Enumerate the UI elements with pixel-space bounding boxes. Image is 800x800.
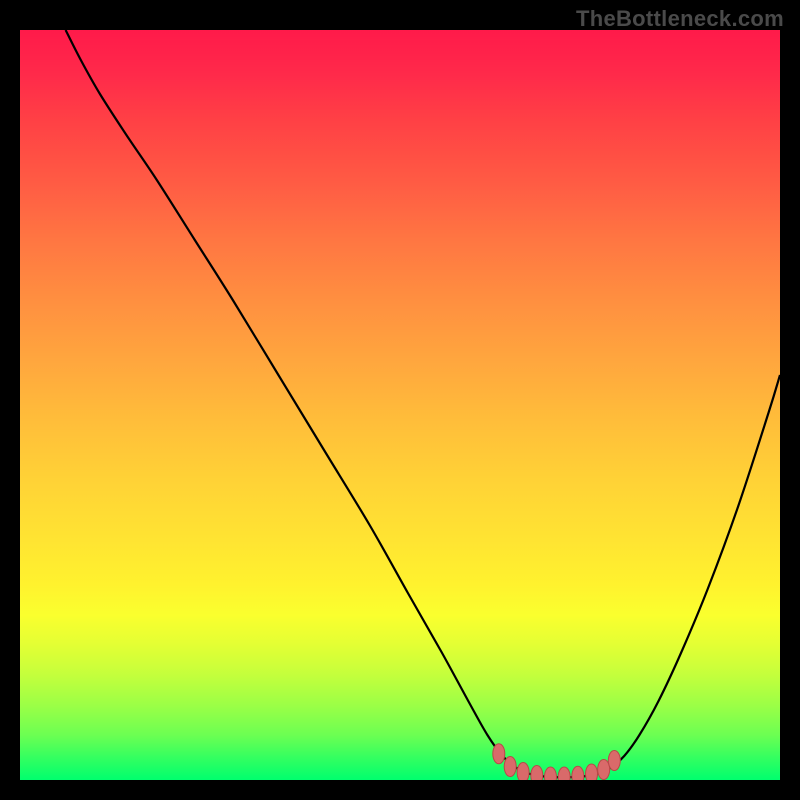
curve-marker [608, 751, 620, 771]
bottleneck-curve-svg [20, 30, 780, 780]
curve-marker [558, 767, 570, 780]
curve-marker [493, 744, 505, 764]
curve-marker [572, 766, 584, 780]
curve-marker [531, 766, 543, 781]
plot-area [20, 30, 780, 780]
curve-marker [586, 764, 598, 780]
bottleneck-curve [66, 30, 780, 777]
watermark-text: TheBottleneck.com [576, 6, 784, 32]
curve-markers [493, 744, 621, 780]
curve-marker [544, 767, 556, 780]
curve-marker [598, 760, 610, 780]
curve-marker [504, 757, 516, 777]
curve-marker [517, 763, 529, 781]
